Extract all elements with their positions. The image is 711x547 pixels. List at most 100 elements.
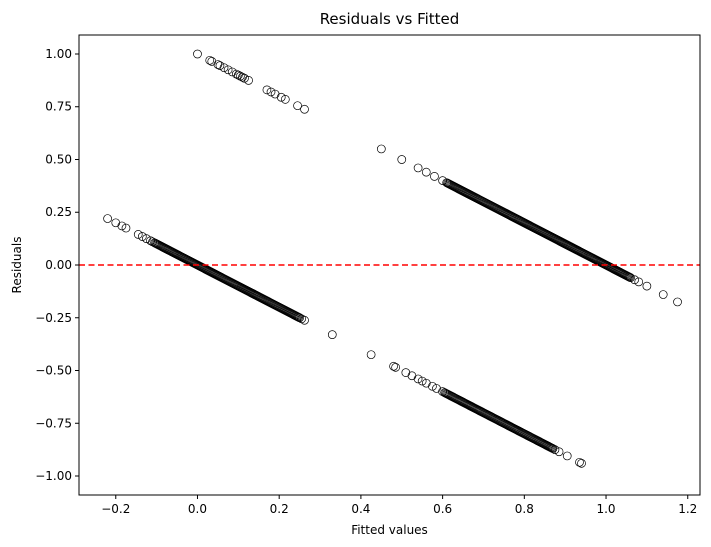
data-point bbox=[366, 350, 376, 360]
data-point bbox=[461, 188, 471, 198]
data-point bbox=[158, 242, 167, 252]
data-point bbox=[187, 257, 196, 267]
data-point bbox=[207, 57, 217, 66]
data-point bbox=[207, 268, 217, 277]
data-point bbox=[486, 200, 495, 210]
data-point bbox=[525, 221, 534, 230]
data-point bbox=[226, 277, 235, 287]
data-point bbox=[494, 205, 504, 215]
data-point bbox=[217, 273, 227, 282]
data-point bbox=[265, 297, 274, 307]
y-tick-label: 1.00 bbox=[45, 47, 72, 61]
data-point bbox=[261, 295, 270, 305]
data-point bbox=[180, 254, 190, 263]
data-point bbox=[471, 193, 481, 203]
data-point bbox=[557, 237, 566, 247]
data-point bbox=[421, 167, 431, 177]
data-point bbox=[282, 306, 292, 316]
data-point bbox=[499, 208, 509, 217]
data-point bbox=[642, 281, 652, 291]
data-point bbox=[202, 265, 212, 275]
data-point bbox=[219, 63, 229, 73]
data-point bbox=[506, 211, 516, 221]
data-point bbox=[103, 214, 112, 223]
x-tick-label: 0.0 bbox=[188, 502, 207, 516]
data-point bbox=[205, 55, 215, 65]
data-point bbox=[160, 244, 170, 253]
data-point bbox=[407, 371, 417, 381]
data-point bbox=[512, 214, 522, 224]
x-tick-label: 1.0 bbox=[596, 502, 615, 516]
data-point bbox=[211, 270, 221, 279]
data-point bbox=[442, 178, 452, 188]
data-point bbox=[577, 459, 586, 468]
data-point bbox=[505, 211, 515, 220]
data-point bbox=[460, 187, 470, 197]
data-point bbox=[591, 255, 600, 264]
data-point bbox=[179, 253, 189, 263]
data-point bbox=[465, 190, 475, 200]
data-point bbox=[542, 230, 552, 239]
data-point bbox=[227, 278, 236, 287]
data-point bbox=[213, 60, 223, 69]
data-point bbox=[616, 268, 626, 277]
data-point bbox=[219, 274, 229, 283]
y-tick-label: 0.25 bbox=[45, 205, 72, 219]
data-point bbox=[292, 311, 302, 321]
data-point bbox=[247, 288, 257, 298]
data-point bbox=[603, 261, 613, 271]
data-point bbox=[537, 227, 547, 237]
data-point bbox=[428, 381, 437, 391]
data-point bbox=[205, 267, 215, 276]
data-point bbox=[218, 273, 228, 283]
data-point bbox=[176, 252, 186, 261]
data-point bbox=[454, 184, 463, 194]
data-point bbox=[225, 277, 234, 286]
data-point bbox=[545, 231, 555, 241]
data-point bbox=[536, 227, 546, 236]
data-point bbox=[155, 241, 164, 250]
data-point bbox=[188, 258, 197, 267]
data-point bbox=[166, 247, 176, 256]
data-point bbox=[285, 308, 295, 318]
x-tick-label: 0.2 bbox=[270, 502, 289, 516]
data-point bbox=[215, 61, 225, 70]
data-point bbox=[291, 311, 301, 321]
data-point bbox=[264, 297, 273, 307]
data-point bbox=[487, 201, 496, 211]
data-point bbox=[544, 231, 554, 240]
data-point bbox=[156, 241, 165, 251]
data-point bbox=[623, 271, 632, 281]
data-point bbox=[528, 223, 538, 232]
data-point bbox=[546, 232, 556, 241]
data-point bbox=[451, 182, 460, 192]
data-point bbox=[294, 312, 303, 322]
data-point bbox=[241, 285, 251, 295]
data-point bbox=[529, 223, 539, 233]
data-point bbox=[475, 195, 485, 205]
data-point bbox=[224, 276, 233, 286]
data-point bbox=[163, 245, 173, 255]
data-point bbox=[237, 283, 247, 293]
data-point bbox=[417, 376, 427, 386]
data-point bbox=[589, 254, 598, 263]
data-point bbox=[171, 249, 181, 259]
data-point bbox=[280, 305, 290, 315]
data-point bbox=[276, 303, 286, 313]
data-point bbox=[244, 76, 253, 85]
data-point bbox=[543, 230, 553, 240]
data-point bbox=[198, 263, 208, 273]
data-point bbox=[467, 191, 477, 201]
data-point bbox=[597, 258, 606, 267]
data-point bbox=[483, 199, 492, 209]
data-point bbox=[270, 89, 280, 99]
data-point bbox=[547, 232, 557, 242]
data-point bbox=[468, 191, 478, 201]
data-point bbox=[165, 246, 175, 256]
data-point bbox=[295, 313, 304, 323]
y-tick-label: −0.75 bbox=[35, 416, 72, 430]
data-point bbox=[554, 236, 563, 245]
data-point bbox=[574, 246, 584, 256]
data-point bbox=[238, 284, 248, 293]
data-point bbox=[243, 286, 253, 296]
